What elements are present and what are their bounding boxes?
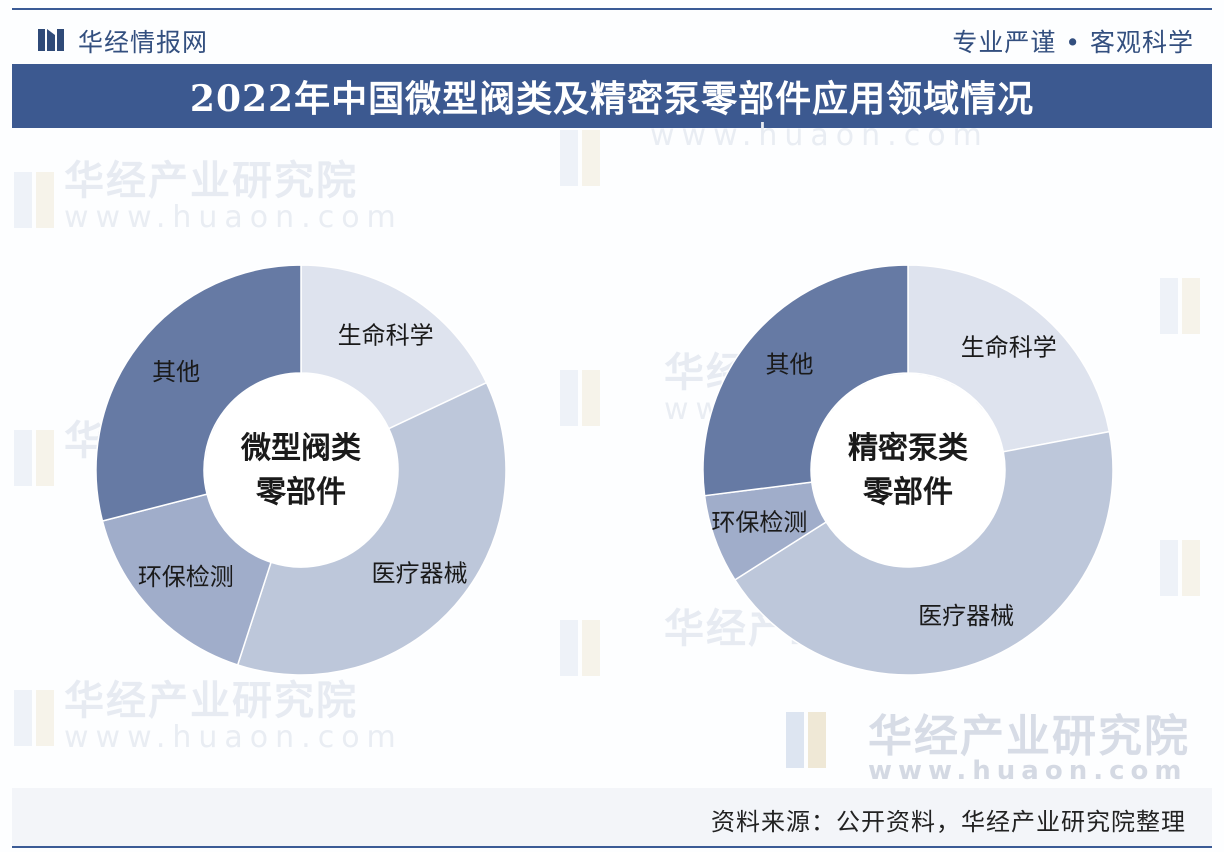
donut-slice-micro-valve-other [95,264,302,522]
center-label-micro-valve-line-1: 微型阀类 [240,431,361,466]
watermark-brand-url: www.huaon.com [868,756,1188,786]
donut-slice-micro-valve-medical-devices [236,381,507,676]
donut-slice-precision-pump-other [702,264,909,497]
data-source: 资料来源：公开资料，华经产业研究院整理 [711,808,1186,836]
watermark-brand-text: 华经产业研究院 [868,711,1190,762]
brand-name: 华经情报网 [78,28,209,57]
donut-slice-precision-pump-medical-devices [733,430,1114,676]
watermark-url: www.huaon.com [650,118,989,153]
footer: 资料来源：公开资料，华经产业研究院整理 [12,788,1212,846]
donut-slice-micro-valve-life-science [300,264,488,430]
slice-label-micro-valve-life-science: 生命科学 [338,322,434,350]
watermark-text: 华经产业研究院 [64,158,358,204]
watermark-logo-icon [786,712,826,768]
watermark-url: www.huaon.com [64,720,403,755]
watermark-logo-icon [560,370,600,426]
watermark-text: 华经产业研究院 [64,678,358,724]
watermark-url: www.huaon.com [64,200,403,235]
bottom-frame-line [12,846,1212,848]
watermark-logo-icon [1160,278,1200,334]
center-label-precision-pump-line-2: 零部件 [863,475,953,510]
watermark-logo-icon [14,172,54,228]
slice-label-micro-valve-other: 其他 [152,358,200,386]
brand-logo-icon [38,29,64,51]
donut-slice-micro-valve-environmental-testing [101,493,272,666]
chart-title: 2022年中国微型阀类及精密泵零部件应用领域情况 [189,78,1035,120]
donut-hole-precision-pump [812,374,1004,566]
watermark-logo-icon [1160,540,1200,596]
header: 华经情报网 专业严谨 • 客观科学 [0,12,1224,64]
center-label-precision-pump-line-1: 精密泵类 [848,431,968,466]
watermark-logo-icon [560,620,600,676]
slice-label-precision-pump-other: 其他 [765,351,813,379]
slice-label-micro-valve-medical-devices: 医疗器械 [372,559,468,587]
slogan: 专业严谨 • 客观科学 [952,28,1194,57]
watermark-logo-icon [560,130,600,186]
slice-label-micro-valve-environmental-testing: 环保检测 [138,563,234,591]
slice-label-precision-pump-medical-devices: 医疗器械 [918,602,1014,630]
title-bar: 2022年中国微型阀类及精密泵零部件应用领域情况 [12,64,1212,128]
slice-label-precision-pump-environmental-testing: 环保检测 [711,509,807,537]
donut-hole-micro-valve [205,374,397,566]
donut-slice-precision-pump-life-science [907,264,1111,453]
watermark-logo-icon [14,690,54,746]
top-frame-line [12,8,1212,10]
center-label-micro-valve-line-2: 零部件 [256,475,346,510]
slice-label-precision-pump-life-science: 生命科学 [961,333,1057,361]
watermark-logo-icon [14,430,54,486]
